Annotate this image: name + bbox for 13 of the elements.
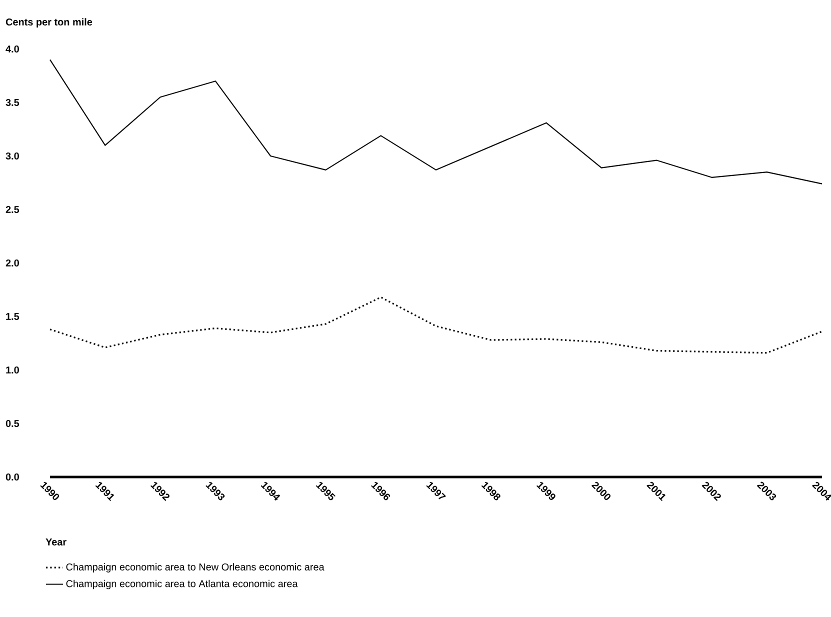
y-tick-label: 0.0 (6, 473, 19, 481)
y-tick-label: 3.0 (6, 152, 19, 160)
legend-label: Champaign economic area to Atlanta economic area (66, 580, 298, 590)
y-tick-label: 4.0 (6, 45, 19, 53)
y-tick-label: 2.5 (6, 206, 20, 214)
y-tick-label: 1.5 (6, 313, 20, 320)
y-tick-label: 3.5 (6, 98, 20, 106)
y-axis-title: Cents per ton mile (6, 18, 92, 28)
legend-label: Champaign economic area to New Orleans economic area (66, 563, 324, 572)
y-tick-label: 0.5 (6, 420, 20, 428)
y-tick-label: 1.0 (6, 366, 19, 374)
y-tick-label: 2.0 (6, 259, 19, 267)
x-axis-title: Year (46, 538, 66, 546)
